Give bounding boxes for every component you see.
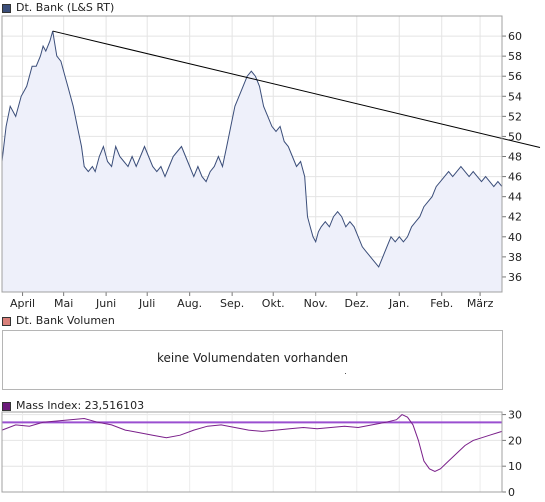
price-y-label-58: 58: [508, 50, 522, 63]
volume-empty-message: keine Volumendaten vorhanden: [156, 351, 349, 365]
price-legend-label: Dt. Bank (L&S RT): [16, 1, 115, 14]
price-plot-frame: [1, 15, 503, 293]
price-legend-swatch: [2, 3, 11, 13]
mass-y-label-30: 30: [508, 409, 522, 422]
price-x-label-1: Mai: [54, 297, 73, 310]
price-y-label-46: 46: [508, 171, 522, 184]
mass-y-label-10: 10: [508, 460, 522, 473]
price-x-label-0: April: [10, 297, 35, 310]
mass-index-chart: 0 10 20 30: [1, 409, 522, 499]
price-x-label-4: Aug.: [177, 297, 202, 310]
price-y-label-42: 42: [508, 211, 522, 224]
volume-legend-swatch: [2, 316, 11, 326]
price-x-label-3: Juli: [138, 297, 155, 310]
price-x-label-7: Nov.: [304, 297, 328, 310]
price-x-label-11: März: [467, 297, 494, 310]
price-line: [1, 30, 503, 268]
price-chart: 36 38 40 42 44 46 48 50 52 54 56 58 60 April Mai Juni Ju…: [1, 15, 541, 310]
mass-plot-area: [2, 412, 502, 492]
price-y-label-36: 36: [508, 271, 522, 284]
price-y-label-48: 48: [508, 151, 522, 164]
price-area: [2, 31, 502, 292]
price-x-label-9: Jan.: [388, 297, 409, 310]
price-legend: Dt. Bank (L&S RT): [2, 1, 114, 15]
price-y-label-54: 54: [508, 90, 522, 103]
mass-index-line: [1, 414, 503, 472]
volume-panel: [2, 330, 503, 390]
mass-index-legend-label: Mass Index: 23,516103: [16, 399, 145, 412]
volume-dot: [345, 373, 346, 374]
price-y-label-60: 60: [508, 30, 522, 43]
price-y-label-44: 44: [508, 191, 522, 204]
mass-index-legend-swatch: [2, 401, 11, 411]
mass-y-label-0: 0: [508, 486, 515, 499]
mass-index-legend: Mass Index: 23,516103: [2, 399, 144, 413]
price-y-label-52: 52: [508, 110, 522, 123]
price-x-label-2: Juni: [95, 297, 116, 310]
price-x-label-10: Feb.: [430, 297, 453, 310]
price-y-label-50: 50: [508, 130, 522, 143]
mass-y-label-20: 20: [508, 434, 522, 447]
volume-legend: Dt. Bank Volumen: [2, 314, 115, 328]
price-x-label-6: Okt.: [262, 297, 285, 310]
price-y-label-56: 56: [508, 70, 522, 83]
mass-plot-frame: [1, 411, 503, 493]
price-x-label-8: Dez.: [345, 297, 370, 310]
price-x-label-5: Sep.: [220, 297, 244, 310]
price-y-label-40: 40: [508, 231, 522, 244]
price-y-label-38: 38: [508, 251, 522, 264]
volume-legend-label: Dt. Bank Volumen: [16, 314, 115, 327]
trend-line: [52, 30, 541, 149]
